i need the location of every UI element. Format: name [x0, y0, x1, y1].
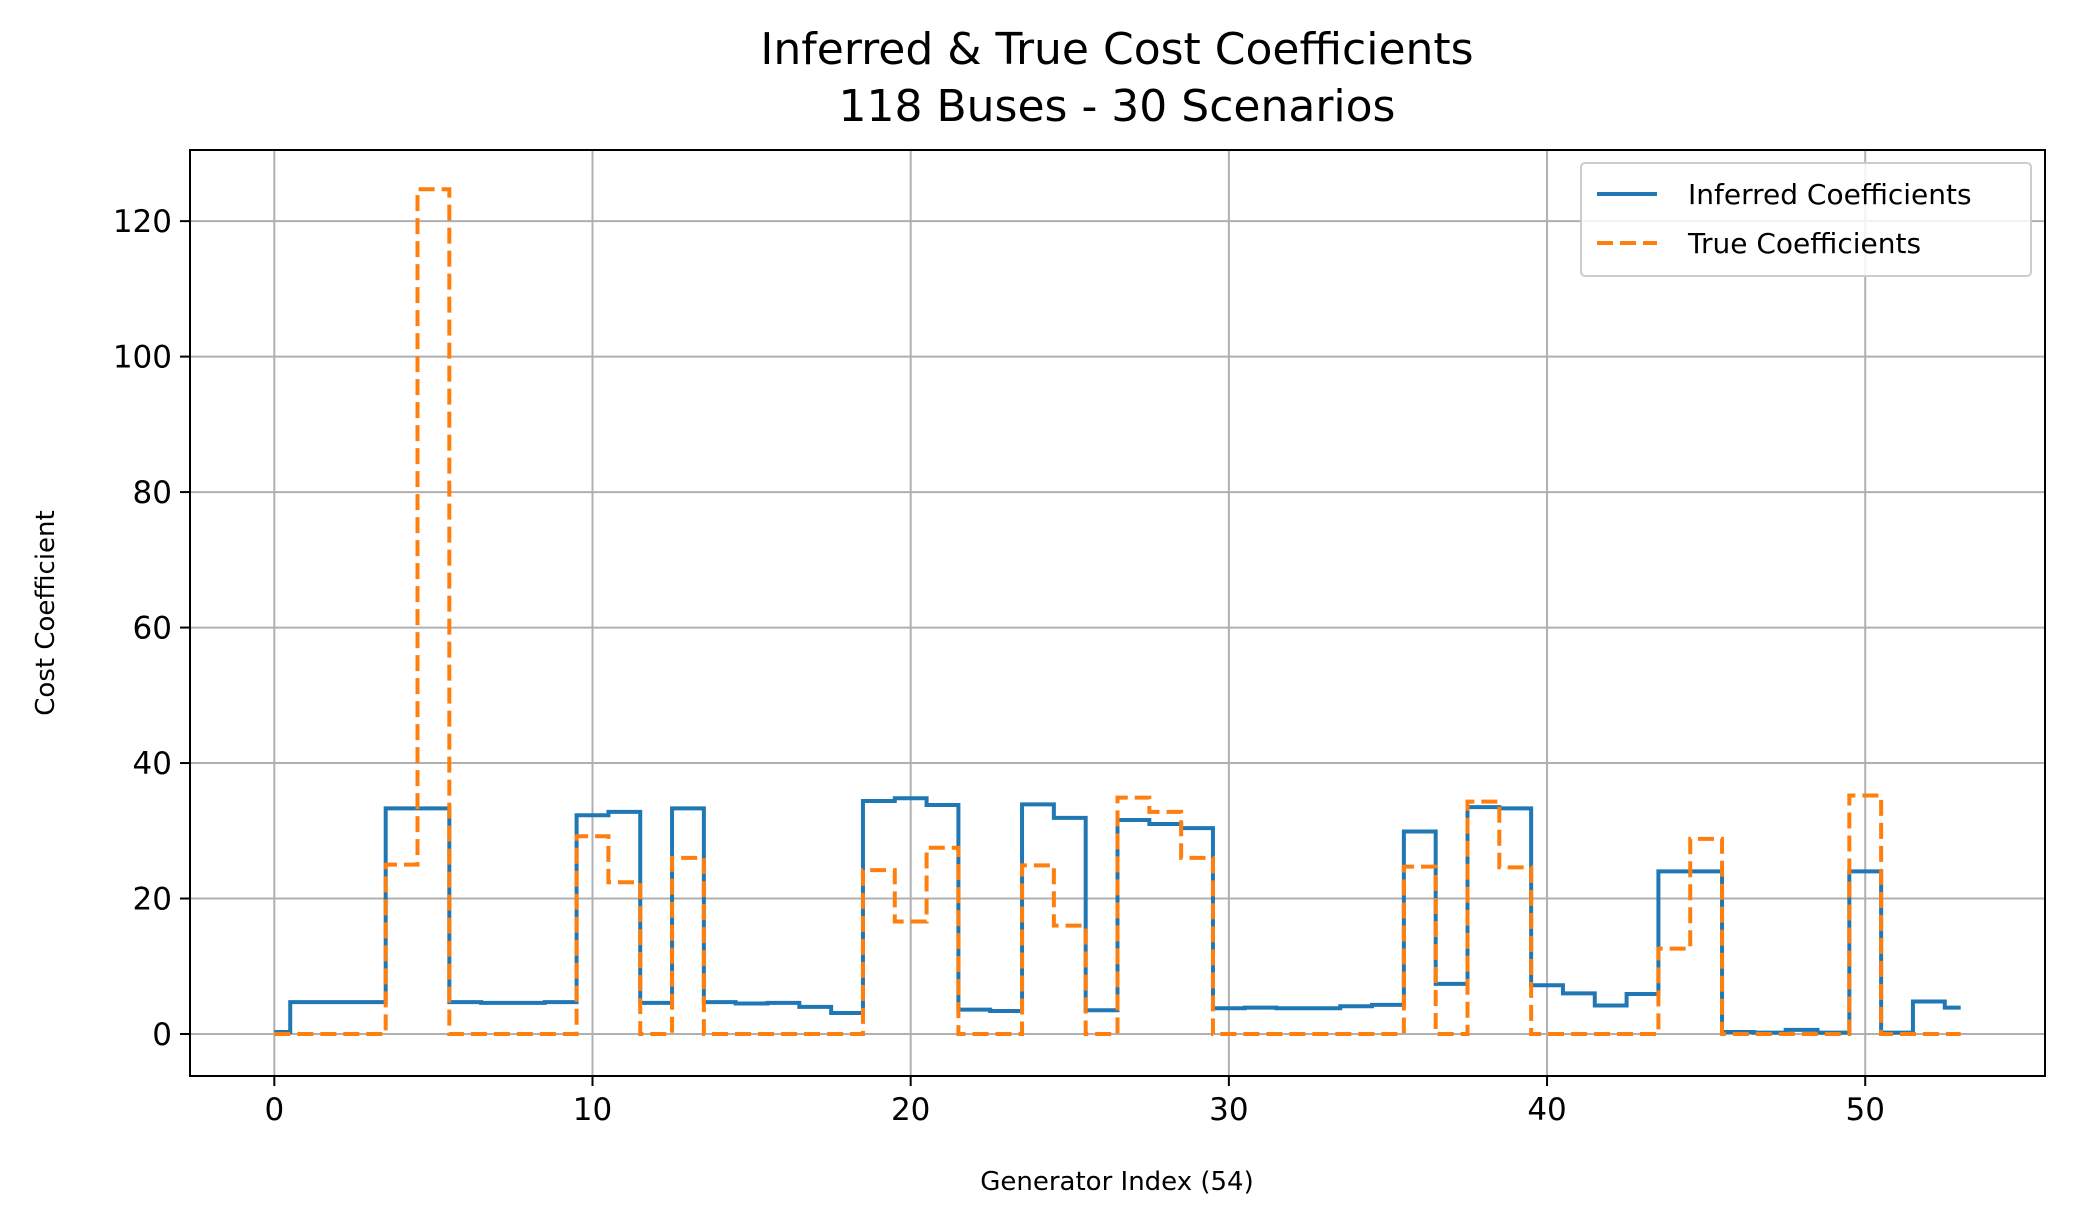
legend: Inferred Coefficients True Coefficients [1580, 162, 2032, 277]
y-tick-label: 0 [152, 1017, 172, 1053]
y-tick-label: 100 [113, 340, 172, 376]
x-tick-label: 0 [264, 1092, 284, 1128]
chart-subtitle: 118 Buses - 30 Scenarios [839, 81, 1396, 132]
y-tick-label: 80 [133, 475, 172, 511]
x-tick-label: 50 [1846, 1092, 1885, 1128]
y-axis-label: Cost Coefficient [31, 510, 61, 715]
plot-area-frame [189, 149, 2046, 1077]
y-tick-label: 40 [133, 746, 172, 782]
legend-inferred-label: Inferred Coefficients [1688, 178, 1972, 211]
legend-box [1580, 162, 2032, 277]
x-tick-label: 20 [891, 1092, 930, 1128]
x-tick-label: 30 [1209, 1092, 1248, 1128]
series-layer [274, 187, 1961, 1036]
y-tick-label: 60 [133, 611, 172, 647]
axis-ticks: 0 10 20 30 40 50 0 20 40 60 80 100 120 [113, 204, 1885, 1128]
chart-title: Inferred & True Cost Coefficients [760, 24, 1473, 75]
x-tick-label: 10 [573, 1092, 612, 1128]
inferred-coefficients-line [274, 796, 1961, 1035]
x-tick-label: 40 [1527, 1092, 1566, 1128]
legend-true-label: True Coefficients [1687, 227, 1921, 260]
y-tick-label: 120 [113, 204, 172, 240]
x-axis-label: Generator Index (54) [980, 1167, 1254, 1197]
y-tick-label: 20 [133, 882, 172, 918]
true-coefficients-line [274, 187, 1961, 1036]
